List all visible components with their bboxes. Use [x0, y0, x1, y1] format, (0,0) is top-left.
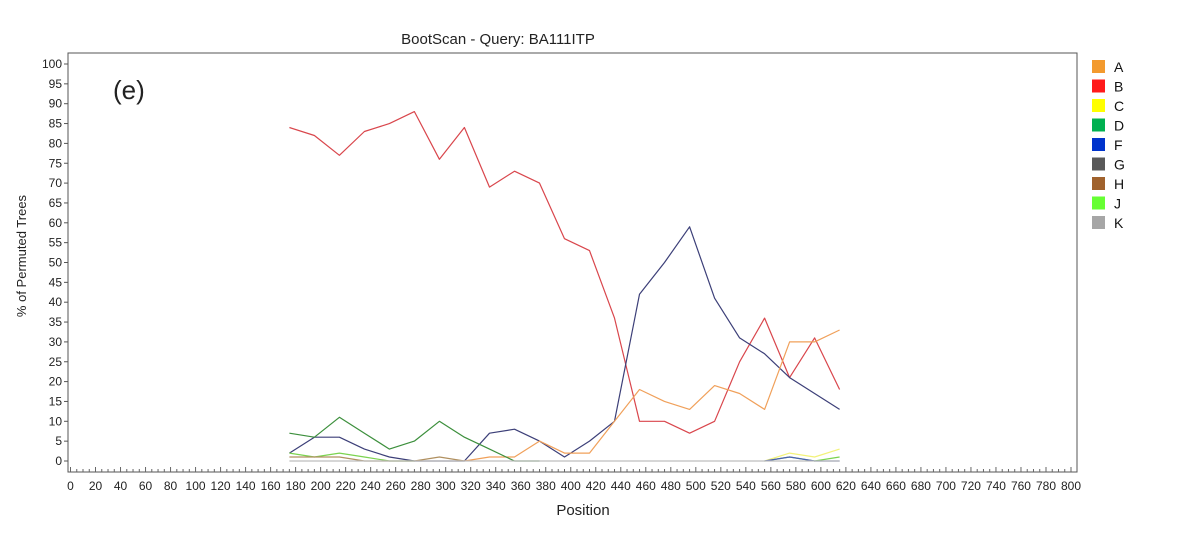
legend-swatch-c: [1092, 99, 1105, 112]
legend-swatch-d: [1092, 118, 1105, 132]
series-line-g: [289, 226, 840, 462]
legend-label-b: B: [1114, 79, 1123, 95]
x-tick-label: 520: [711, 479, 731, 493]
x-tick-label: 320: [461, 479, 481, 493]
y-axis: 0 5 10 15 20 25 30 35 40 45 50 55 60 65 70 75 80 85 90 95 10…: [42, 57, 68, 468]
x-axis: 0 20 40 60 80 100 120 140 160 180 200 220 240 260 280 3…: [67, 467, 1081, 493]
series-line-c: [764, 448, 840, 462]
y-tick-label: 10: [49, 414, 63, 428]
y-tick-label: 75: [49, 156, 63, 170]
panel-label: (e): [113, 75, 145, 105]
x-tick-label: 160: [261, 479, 281, 493]
legend-swatch-b: [1092, 79, 1105, 93]
x-tick-label: 260: [386, 479, 406, 493]
x-tick-label: 80: [164, 479, 178, 493]
y-tick-label: 40: [49, 295, 63, 309]
series-line-b: [289, 110, 841, 434]
x-tick-label: 20: [89, 479, 103, 493]
x-tick-label: 660: [886, 479, 906, 493]
x-tick-label: 620: [836, 479, 856, 493]
legend-label-h: H: [1114, 176, 1124, 192]
legend-label-a: A: [1114, 59, 1124, 75]
x-tick-label: 580: [786, 479, 806, 493]
x-tick-label: 40: [114, 479, 128, 493]
series-line-d: [289, 416, 540, 462]
legend-swatch-h: [1092, 177, 1105, 190]
y-tick-label: 30: [49, 335, 63, 349]
legend-label-d: D: [1114, 118, 1124, 134]
x-tick-label: 800: [1061, 479, 1081, 493]
x-tick-label: 120: [211, 479, 231, 493]
x-tick-label: 560: [761, 479, 781, 493]
y-tick-label: 35: [49, 315, 63, 329]
y-tick-label: 70: [49, 176, 63, 190]
y-tick-label: 45: [49, 275, 63, 289]
y-tick-label: 5: [55, 434, 62, 448]
y-tick-label: 85: [49, 117, 63, 131]
x-tick-label: 460: [636, 479, 656, 493]
x-tick-label: 380: [536, 479, 556, 493]
legend-label-f: F: [1114, 137, 1123, 153]
x-tick-label: 700: [936, 479, 956, 493]
legend-swatch-f: [1092, 138, 1105, 151]
x-tick-label: 420: [586, 479, 606, 493]
chart-title: BootScan - Query: BA111ITP: [401, 31, 595, 48]
plot-frame: [67, 52, 1078, 473]
y-tick-label: 20: [49, 375, 63, 389]
x-tick-label: 180: [286, 479, 306, 493]
x-tick-label: 740: [986, 479, 1006, 493]
y-axis-label: % of Permuted Trees: [14, 194, 29, 317]
x-tick-label: 440: [611, 479, 631, 493]
x-tick-label: 0: [67, 479, 74, 493]
x-axis-label: Position: [556, 502, 609, 519]
legend-label-j: J: [1114, 196, 1121, 212]
legend-swatch-a: [1092, 60, 1105, 73]
x-tick-label: 240: [361, 479, 381, 493]
y-tick-label: 65: [49, 196, 63, 210]
y-tick-label: 25: [49, 355, 63, 369]
x-tick-label: 640: [861, 479, 881, 493]
x-tick-label: 60: [139, 479, 153, 493]
x-tick-label: 220: [336, 479, 356, 493]
x-tick-label: 500: [686, 479, 706, 493]
x-tick-label: 480: [661, 479, 681, 493]
y-tick-label: 95: [49, 77, 63, 91]
legend-label-g: G: [1114, 157, 1125, 173]
x-tick-label: 600: [811, 479, 831, 493]
x-tick-label: 720: [961, 479, 981, 493]
y-tick-label: 80: [49, 136, 63, 150]
legend-swatch-j: [1092, 196, 1105, 210]
legend-label-k: K: [1114, 215, 1124, 231]
legend-swatch-g: [1092, 157, 1105, 171]
x-tick-label: 400: [561, 479, 581, 493]
y-tick-label: 15: [49, 394, 63, 408]
y-tick-label: 60: [49, 216, 63, 230]
x-tick-label: 300: [436, 479, 456, 493]
y-tick-label: 55: [49, 236, 63, 250]
x-tick-label: 340: [486, 479, 506, 493]
x-tick-label: 780: [1036, 479, 1056, 493]
y-tick-label: 0: [55, 454, 62, 468]
x-tick-label: 100: [186, 479, 206, 493]
legend-swatch-k: [1092, 216, 1105, 229]
x-tick-label: 760: [1011, 479, 1031, 493]
x-tick-label: 200: [311, 479, 331, 493]
series-line-a: [464, 329, 840, 462]
legend-label-c: C: [1114, 98, 1124, 114]
x-tick-label: 540: [736, 479, 756, 493]
y-tick-label: 50: [49, 256, 63, 270]
x-tick-label: 140: [236, 479, 256, 493]
y-tick-label: 100: [42, 57, 62, 71]
x-tick-label: 360: [511, 479, 531, 493]
x-tick-label: 680: [911, 479, 931, 493]
y-tick-label: 90: [49, 97, 63, 111]
series-layer: [289, 110, 841, 462]
x-tick-label: 280: [411, 479, 431, 493]
